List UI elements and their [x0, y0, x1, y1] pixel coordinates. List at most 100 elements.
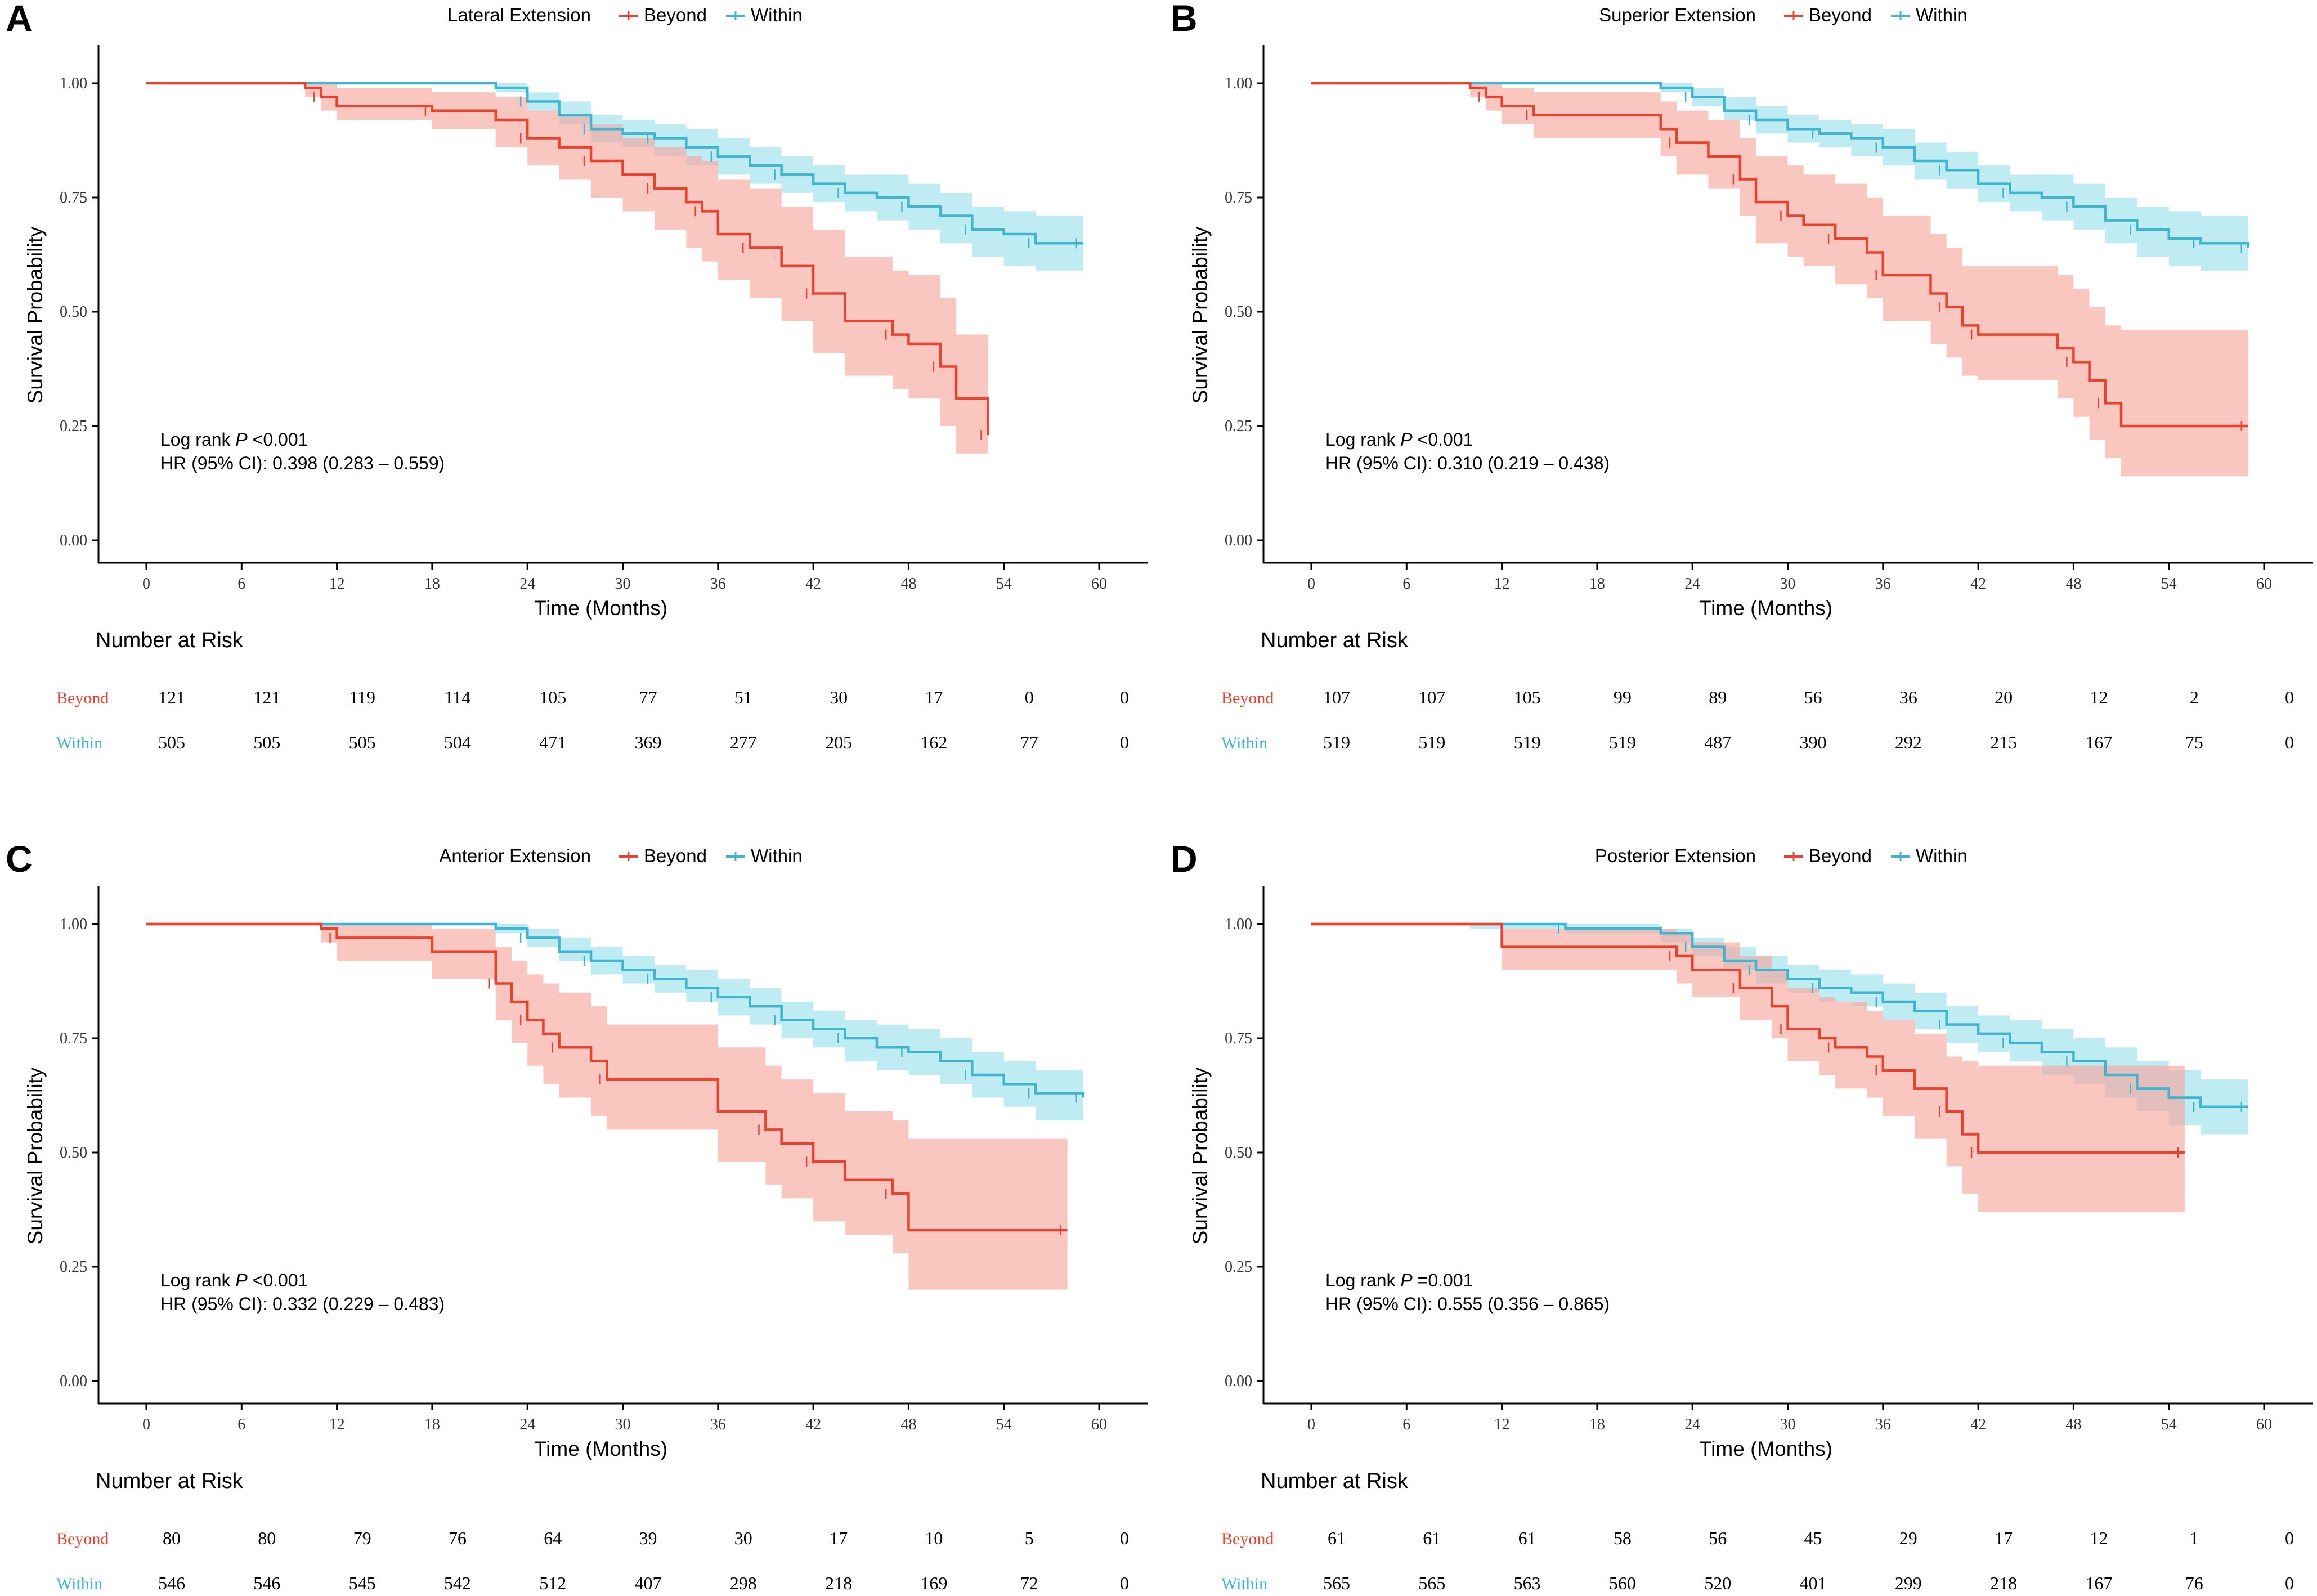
risk-count: 560	[1609, 1573, 1636, 1593]
risk-count: 565	[1418, 1573, 1445, 1593]
x-tick-label: 18	[1589, 575, 1605, 593]
risk-count: 546	[158, 1573, 185, 1593]
logrank-annotation: Log rank P <0.001	[160, 1270, 308, 1290]
x-tick-label: 36	[1875, 1416, 1891, 1433]
risk-row-label-within: Within	[1221, 1575, 1267, 1593]
risk-count: 0	[1120, 732, 1129, 752]
risk-count: 0	[2285, 1573, 2294, 1593]
x-tick-label: 18	[424, 1416, 440, 1433]
risk-count: 505	[253, 732, 280, 752]
logrank-prefix: Log rank	[1325, 1270, 1400, 1290]
legend-item-beyond: Beyond	[1784, 845, 1872, 866]
risk-count: 162	[920, 732, 947, 752]
risk-count: 75	[2185, 732, 2203, 752]
y-tick-label: 0.00	[60, 532, 87, 549]
y-tick-label: 0.50	[60, 303, 87, 321]
risk-count: 99	[1614, 687, 1632, 707]
ci-band-within	[146, 83, 1083, 271]
km-panel-a: A Lateral Extension Beyond Within 0.00 0.25 0.…	[6, 0, 1148, 752]
risk-count: 545	[349, 1573, 376, 1593]
risk-count: 0	[2285, 687, 2294, 707]
ci-band-beyond	[146, 83, 988, 454]
logrank-value: <0.001	[248, 429, 308, 450]
risk-count: 107	[1323, 687, 1350, 707]
logrank-p: P	[1400, 429, 1413, 450]
logrank-annotation: Log rank P <0.001	[160, 429, 308, 450]
legend-item-within: Within	[1891, 845, 1968, 866]
risk-count: 0	[1120, 687, 1129, 707]
x-tick-label: 42	[1970, 1416, 1986, 1433]
hazard-ratio-annotation: HR (95% CI): 0.310 (0.219 – 0.438)	[1325, 453, 1610, 473]
risk-count: 80	[163, 1528, 181, 1548]
risk-count: 519	[1418, 732, 1445, 752]
y-tick-label: 0.75	[1225, 189, 1252, 207]
risk-count: 512	[539, 1573, 566, 1593]
x-tick-label: 60	[1091, 1416, 1107, 1433]
x-tick-label: 6	[1402, 575, 1410, 593]
risk-count: 5	[1025, 1528, 1034, 1548]
x-tick-label: 24	[1684, 575, 1700, 593]
y-tick-label: 0.75	[1225, 1030, 1252, 1047]
y-axis-label: Survival Probability	[24, 1067, 47, 1244]
risk-count: 17	[925, 687, 943, 707]
risk-count: 61	[1328, 1528, 1346, 1548]
y-tick-label: 1.00	[60, 75, 87, 92]
x-tick-label: 42	[1970, 575, 1986, 593]
risk-count: 36	[1899, 687, 1917, 707]
risk-count: 12	[2090, 1528, 2108, 1548]
y-tick-label: 0.50	[1225, 303, 1252, 321]
logrank-value: <0.001	[248, 1270, 308, 1290]
legend-label: Within	[1916, 5, 1968, 25]
ci-band-within	[1311, 83, 2248, 276]
legend-label: Beyond	[1809, 845, 1872, 866]
risk-count: 298	[730, 1573, 757, 1593]
x-tick-label: 48	[900, 1416, 916, 1433]
risk-count: 61	[1518, 1528, 1536, 1548]
risk-count: 504	[444, 732, 471, 752]
x-tick-label: 60	[2256, 575, 2272, 593]
risk-row-label-beyond: Beyond	[1221, 1530, 1274, 1548]
legend-label: Within	[1916, 845, 1968, 866]
x-axis-label: Time (Months)	[534, 597, 667, 620]
legend-label: Beyond	[644, 5, 707, 25]
risk-count: 471	[539, 732, 566, 752]
x-axis-label: Time (Months)	[534, 1437, 667, 1460]
km-panel-c: C Anterior Extension Beyond Within 0.00 0.25 0…	[6, 838, 1148, 1593]
logrank-annotation: Log rank P <0.001	[1325, 429, 1473, 450]
km-panel-b: B Superior Extension Beyond Within 0.00 0.25 0…	[1171, 0, 2313, 752]
risk-count: 30	[734, 1528, 752, 1548]
chart-title: Posterior Extension	[1595, 845, 1756, 866]
panel-label: D	[1171, 838, 1198, 880]
x-tick-label: 0	[142, 575, 150, 593]
y-tick-label: 0.75	[60, 189, 87, 207]
risk-count: 167	[2085, 1573, 2112, 1593]
risk-count: 519	[1514, 732, 1541, 752]
x-tick-label: 6	[237, 575, 245, 593]
legend-item-beyond: Beyond	[619, 5, 707, 25]
risk-count: 77	[639, 687, 657, 707]
logrank-value: <0.001	[1413, 429, 1473, 450]
x-tick-label: 12	[1494, 1416, 1510, 1433]
logrank-value: =0.001	[1413, 1270, 1473, 1290]
risk-count: 401	[1800, 1573, 1827, 1593]
x-tick-label: 30	[1780, 1416, 1796, 1433]
risk-row-label-beyond: Beyond	[56, 1530, 109, 1548]
risk-count: 105	[539, 687, 566, 707]
x-tick-label: 24	[519, 575, 535, 593]
survival-curve-within	[146, 922, 1085, 1098]
risk-count: 299	[1895, 1573, 1922, 1593]
risk-count: 121	[253, 687, 280, 707]
x-tick-label: 48	[900, 575, 916, 593]
y-axis-label: Survival Probability	[1189, 1067, 1212, 1244]
risk-count: 12	[2090, 687, 2108, 707]
risk-count: 72	[1020, 1573, 1038, 1593]
legend-item-beyond: Beyond	[1784, 5, 1872, 25]
x-axis-label: Time (Months)	[1699, 597, 1832, 620]
x-tick-label: 6	[1402, 1416, 1410, 1433]
risk-count: 76	[2185, 1573, 2203, 1593]
risk-count: 167	[2085, 732, 2112, 752]
risk-count: 0	[1120, 1573, 1129, 1593]
x-tick-label: 48	[2065, 1416, 2081, 1433]
chart-title: Anterior Extension	[439, 845, 591, 866]
risk-count: 10	[925, 1528, 943, 1548]
